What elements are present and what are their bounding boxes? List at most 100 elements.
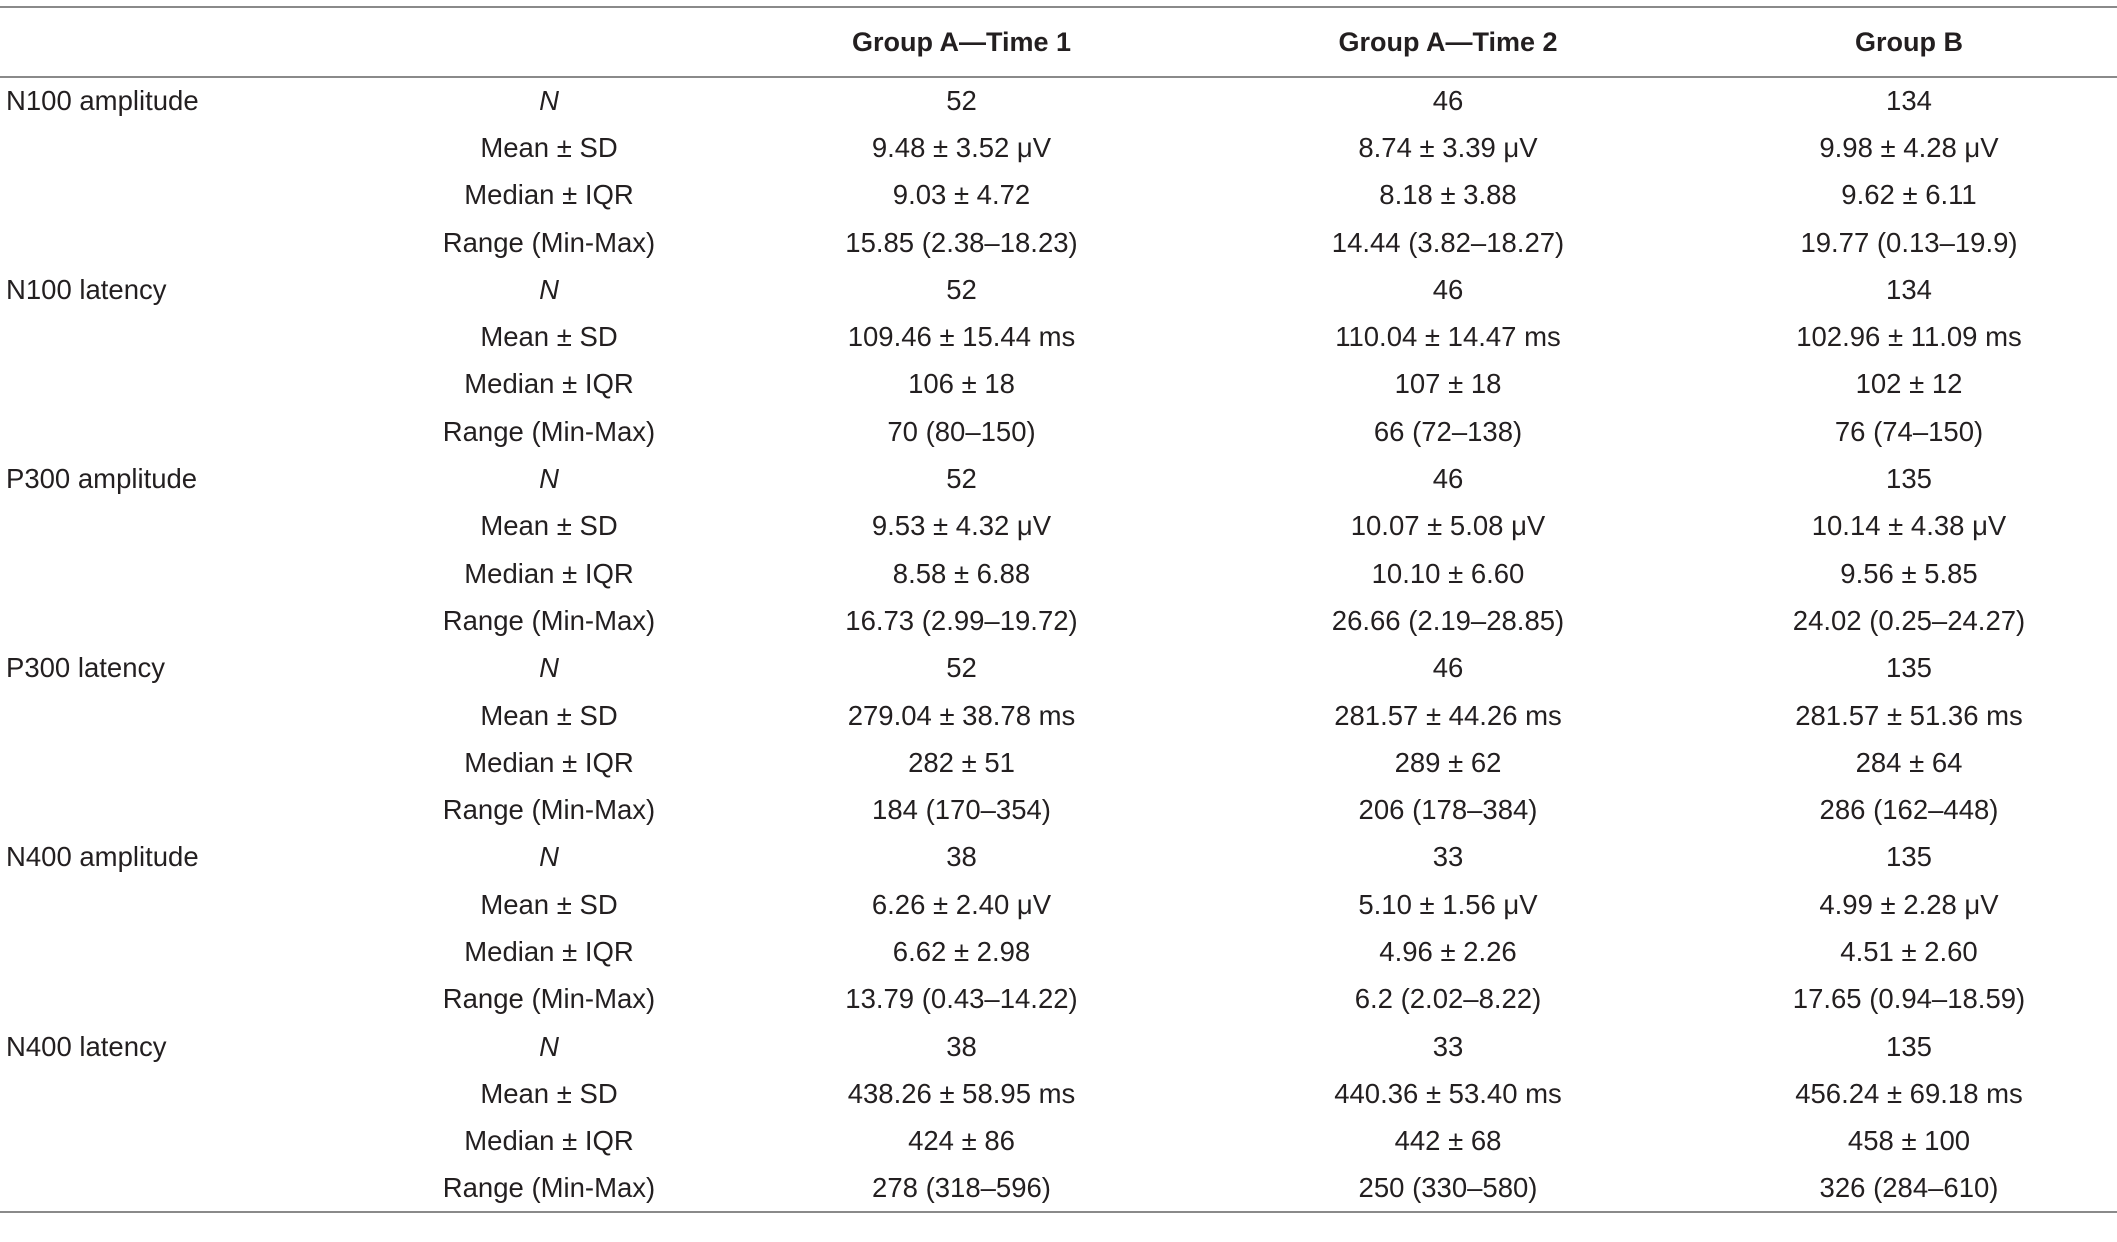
group-a-time-1-cell: 15.85 (2.38–18.23) — [845, 226, 1078, 258]
group-a-time-2-cell: 440.36 ± 53.40 ms — [1334, 1077, 1562, 1109]
table-row: P300 latency N 52 46 135 — [0, 645, 2117, 692]
statistic-cell: Mean ± SD — [480, 1077, 618, 1109]
table-row: Median ± IQR 9.03 ± 4.72 8.18 ± 3.88 9.62 ±… — [0, 172, 2117, 219]
table-row: P300 amplitude N 52 46 135 — [0, 455, 2117, 502]
group-a-time-1-cell: 52 — [946, 85, 977, 117]
table-row: Mean ± SD 9.53 ± 4.32 μV 10.07 ± 5.08 μV 10… — [0, 503, 2117, 550]
table-row: Mean ± SD 438.26 ± 58.95 ms 440.36 ± 53.40… — [0, 1070, 2117, 1117]
table-row: Median ± IQR 424 ± 86 442 ± 68 458 ± 100 — [0, 1118, 2117, 1165]
measure-cell — [0, 219, 370, 266]
table-row: Range (Min-Max) 278 (318–596) 250 (330–580… — [0, 1164, 2117, 1214]
statistic-cell: N — [539, 85, 559, 117]
table-row: Mean ± SD 6.26 ± 2.40 μV 5.10 ± 1.56 μV 4.9… — [0, 881, 2117, 928]
measure-cell — [0, 172, 370, 219]
header-group-a-time-2: Group A—Time 2 — [1195, 6, 1701, 78]
group-a-time-2-cell: 4.96 ± 2.26 — [1379, 935, 1517, 967]
measure-cell — [0, 361, 370, 408]
group-a-time-1-cell: 278 (318–596) — [728, 1164, 1195, 1214]
group-b-cell: 134 — [1886, 85, 1932, 117]
group-a-time-1-cell: 8.58 ± 6.88 — [892, 557, 1031, 589]
measure-cell — [0, 1164, 370, 1214]
group-a-time-1-cell: 38 — [946, 1030, 977, 1062]
group-a-time-2-cell: 107 ± 18 — [1394, 368, 1502, 400]
table-body: N100 amplitude N 52 46 134 Mean ± SD 9.48 ± 3.… — [0, 77, 2117, 1214]
table-row: Median ± IQR 106 ± 18 107 ± 18 102 ± 12 — [0, 361, 2117, 408]
group-a-time-2-cell: 26.66 (2.19–28.85) — [1331, 604, 1565, 636]
group-b-cell: 281.57 ± 51.36 ms — [1795, 699, 2023, 731]
statistic-cell: Range (Min-Max) — [442, 415, 656, 447]
group-a-time-1-cell: 282 ± 51 — [908, 746, 1015, 778]
statistic-cell: Median ± IQR — [464, 1125, 634, 1157]
measure-cell — [0, 1070, 370, 1117]
statistic-cell: Range (Min-Max) — [442, 226, 656, 258]
group-a-time-1-cell: 109.46 ± 15.44 ms — [847, 321, 1076, 353]
group-b-cell: 135 — [1886, 652, 1932, 684]
measure-cell — [0, 550, 370, 597]
group-a-time-2-cell: 250 (330–580) — [1195, 1164, 1701, 1214]
table-row: Mean ± SD 109.46 ± 15.44 ms 110.04 ± 14.47… — [0, 313, 2117, 360]
table-row: Range (Min-Max) 15.85 (2.38–18.23) 14.44 (… — [0, 219, 2117, 266]
statistic-cell: Range (Min-Max) — [370, 1164, 728, 1214]
statistic-cell: N — [539, 652, 559, 684]
group-a-time-2-cell: 8.18 ± 3.88 — [1379, 179, 1517, 211]
group-a-time-1-cell: 9.03 ± 4.72 — [892, 179, 1031, 211]
group-b-cell: 102 ± 12 — [1855, 368, 1963, 400]
statistic-cell: Median ± IQR — [464, 368, 634, 400]
group-b-cell: 135 — [1886, 1030, 1932, 1062]
group-a-time-2-cell: 66 (72–138) — [1373, 415, 1523, 447]
group-b-cell: 9.98 ± 4.28 μV — [1819, 131, 1999, 163]
statistic-cell: Median ± IQR — [464, 935, 634, 967]
group-a-time-1-cell: 6.26 ± 2.40 μV — [871, 888, 1052, 920]
statistic-cell: Mean ± SD — [480, 510, 618, 542]
group-b-cell: 135 — [1886, 463, 1932, 495]
group-b-cell: 284 ± 64 — [1855, 746, 1963, 778]
measure-cell — [0, 408, 370, 455]
statistic-cell: Median ± IQR — [464, 746, 634, 778]
table-header: Group A—Time 1 Group A—Time 2 Group B — [0, 6, 2117, 78]
measure-cell — [0, 976, 370, 1023]
group-b-cell: 102.96 ± 11.09 ms — [1796, 321, 2022, 353]
group-a-time-1-cell: 438.26 ± 58.95 ms — [847, 1077, 1076, 1109]
group-a-time-2-cell: 5.10 ± 1.56 μV — [1358, 888, 1538, 920]
group-b-cell: 286 (162–448) — [1819, 794, 1999, 826]
group-b-cell: 9.62 ± 6.11 — [1841, 179, 1977, 211]
table-row: Mean ± SD 9.48 ± 3.52 μV 8.74 ± 3.39 μV 9.9… — [0, 124, 2117, 171]
measure-cell — [0, 313, 370, 360]
measure-cell: N100 amplitude — [6, 85, 199, 117]
measure-cell — [0, 786, 370, 833]
group-b-cell: 135 — [1886, 841, 1932, 873]
measure-cell — [0, 692, 370, 739]
group-b-cell: 9.56 ± 5.85 — [1840, 557, 1978, 589]
group-a-time-2-cell: 46 — [1432, 463, 1464, 495]
statistic-cell: Range (Min-Max) — [442, 983, 656, 1015]
statistic-cell: Mean ± SD — [480, 699, 618, 731]
table-row: N400 latency N 38 33 135 — [0, 1023, 2117, 1070]
statistic-cell: Mean ± SD — [480, 131, 618, 163]
group-a-time-1-cell: 38 — [946, 841, 977, 873]
measure-cell — [0, 1118, 370, 1165]
group-a-time-1-cell: 70 (80–150) — [887, 415, 1036, 447]
measure-cell: P300 amplitude — [6, 463, 198, 495]
measure-cell — [0, 124, 370, 171]
group-b-cell: 76 (74–150) — [1834, 415, 1984, 447]
measure-cell: N100 latency — [6, 273, 167, 305]
group-b-cell: 4.99 ± 2.28 μV — [1819, 888, 1999, 920]
table-row: N100 amplitude N 52 46 134 — [0, 77, 2117, 124]
measure-cell — [0, 881, 370, 928]
measure-cell: N400 latency — [6, 1030, 167, 1062]
statistics-table: Group A—Time 1 Group A—Time 2 Group B N1… — [0, 6, 2117, 1214]
statistic-cell: Median ± IQR — [464, 557, 634, 589]
group-a-time-2-cell: 206 (178–384) — [1358, 794, 1538, 826]
measure-cell — [0, 739, 370, 786]
group-b-cell: 10.14 ± 4.38 μV — [1811, 510, 2007, 542]
table-row: Median ± IQR 8.58 ± 6.88 10.10 ± 6.60 9.56 … — [0, 550, 2117, 597]
group-a-time-1-cell: 52 — [946, 463, 977, 495]
table-row: N100 latency N 52 46 134 — [0, 266, 2117, 313]
group-a-time-1-cell: 6.62 ± 2.98 — [892, 935, 1031, 967]
group-a-time-2-cell: 10.10 ± 6.60 — [1371, 557, 1525, 589]
table-row: Range (Min-Max) 16.73 (2.99–19.72) 26.66 (… — [0, 597, 2117, 644]
group-b-cell: 458 ± 100 — [1847, 1125, 1971, 1157]
group-b-cell: 4.51 ± 2.60 — [1840, 935, 1978, 967]
table-row: Mean ± SD 279.04 ± 38.78 ms 281.57 ± 44.26… — [0, 692, 2117, 739]
group-a-time-1-cell: 106 ± 18 — [908, 368, 1015, 400]
